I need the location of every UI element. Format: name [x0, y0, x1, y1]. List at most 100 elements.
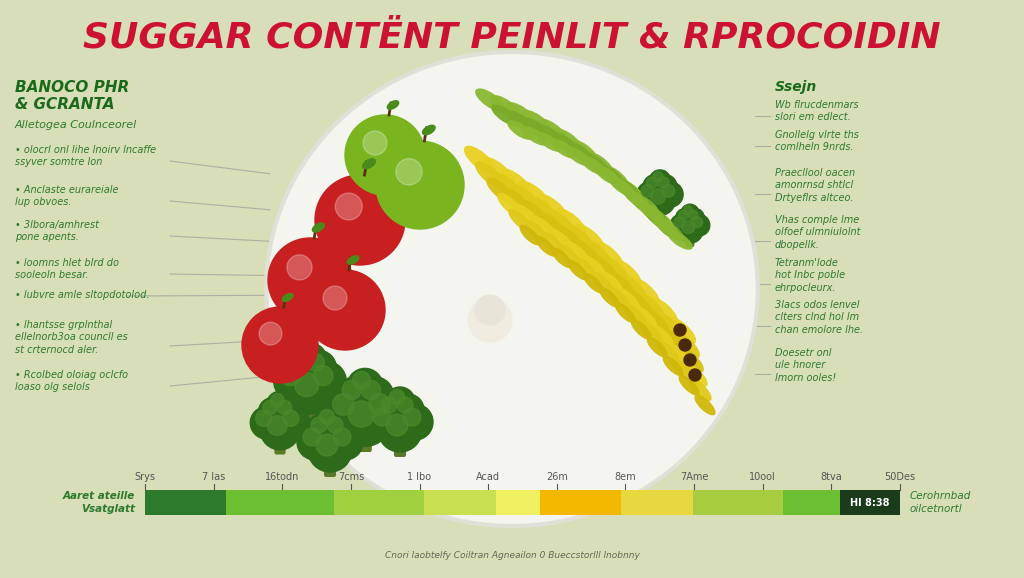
Text: 1 lbo: 1 lbo: [408, 472, 431, 482]
Circle shape: [677, 217, 703, 243]
Circle shape: [295, 372, 318, 397]
Circle shape: [692, 217, 702, 228]
Circle shape: [650, 189, 666, 204]
Circle shape: [298, 346, 315, 362]
Ellipse shape: [514, 204, 540, 228]
Circle shape: [303, 428, 321, 446]
FancyBboxPatch shape: [686, 225, 694, 247]
FancyBboxPatch shape: [274, 424, 286, 454]
Ellipse shape: [536, 236, 556, 257]
Ellipse shape: [572, 240, 600, 265]
Ellipse shape: [668, 230, 693, 250]
Ellipse shape: [632, 305, 657, 329]
Circle shape: [327, 424, 362, 460]
Ellipse shape: [541, 232, 564, 254]
Ellipse shape: [670, 331, 700, 358]
Ellipse shape: [555, 225, 583, 251]
Ellipse shape: [520, 200, 549, 225]
Circle shape: [305, 270, 385, 350]
Text: Doesetr onl
ule hnorer
lmorn ooles!: Doesetr onl ule hnorer lmorn ooles!: [775, 348, 837, 383]
Ellipse shape: [646, 296, 678, 325]
Circle shape: [260, 410, 300, 450]
Circle shape: [654, 175, 677, 197]
Circle shape: [307, 354, 325, 371]
Circle shape: [315, 175, 406, 265]
Ellipse shape: [551, 247, 572, 268]
Circle shape: [333, 428, 351, 446]
Circle shape: [381, 397, 397, 413]
Circle shape: [643, 175, 666, 197]
Ellipse shape: [528, 197, 558, 224]
Circle shape: [397, 397, 413, 413]
Text: SUGGAR CONTËNT PEINLIT & RPROCOIDIN: SUGGAR CONTËNT PEINLIT & RPROCOIDIN: [83, 21, 941, 55]
Ellipse shape: [666, 343, 691, 367]
Circle shape: [647, 177, 657, 188]
Ellipse shape: [615, 287, 640, 312]
Circle shape: [657, 177, 669, 188]
Circle shape: [250, 406, 283, 439]
Circle shape: [307, 361, 346, 401]
Circle shape: [278, 406, 309, 439]
Ellipse shape: [537, 132, 562, 151]
Ellipse shape: [498, 193, 522, 217]
Ellipse shape: [606, 287, 630, 309]
Text: Wb flrucdenmars
slori em edlect.: Wb flrucdenmars slori em edlect.: [775, 100, 859, 123]
Ellipse shape: [493, 173, 522, 200]
Circle shape: [468, 298, 512, 342]
Circle shape: [386, 414, 408, 436]
Circle shape: [637, 182, 663, 207]
Text: 7cms: 7cms: [338, 472, 365, 482]
Circle shape: [342, 380, 361, 399]
Text: 8tva: 8tva: [820, 472, 842, 482]
Circle shape: [335, 193, 362, 220]
FancyBboxPatch shape: [394, 423, 406, 457]
Circle shape: [327, 417, 343, 433]
Circle shape: [396, 158, 422, 185]
Text: 8em: 8em: [614, 472, 636, 482]
Circle shape: [689, 369, 701, 381]
Circle shape: [369, 394, 390, 415]
Circle shape: [685, 209, 705, 228]
Bar: [693, 490, 783, 515]
Circle shape: [336, 377, 375, 415]
Ellipse shape: [676, 347, 703, 373]
Circle shape: [367, 404, 403, 440]
Ellipse shape: [582, 152, 609, 173]
Circle shape: [348, 401, 375, 427]
Text: Aaret ateille
Vsatglatt: Aaret ateille Vsatglatt: [62, 491, 135, 514]
Circle shape: [256, 410, 272, 427]
Ellipse shape: [639, 321, 663, 343]
Ellipse shape: [595, 165, 621, 185]
Circle shape: [376, 394, 408, 426]
Ellipse shape: [521, 110, 551, 133]
Bar: [846, 490, 900, 515]
Ellipse shape: [361, 158, 376, 169]
Ellipse shape: [583, 273, 604, 294]
Ellipse shape: [590, 271, 613, 294]
Ellipse shape: [546, 210, 575, 237]
Text: Vhas comple lme
olfoef ulmniulolnt
dbopellk.: Vhas comple lme olfoef ulmniulolnt dbope…: [775, 215, 860, 250]
Ellipse shape: [475, 161, 505, 188]
Bar: [334, 490, 424, 515]
Circle shape: [674, 324, 686, 336]
Circle shape: [267, 416, 287, 435]
Circle shape: [263, 401, 278, 414]
Circle shape: [475, 295, 505, 325]
Ellipse shape: [611, 177, 639, 198]
Circle shape: [670, 214, 692, 236]
Circle shape: [649, 170, 671, 191]
Circle shape: [301, 350, 337, 386]
Circle shape: [682, 220, 695, 234]
Ellipse shape: [551, 139, 577, 158]
Ellipse shape: [311, 223, 325, 233]
Circle shape: [676, 209, 695, 228]
Ellipse shape: [537, 124, 564, 146]
Ellipse shape: [506, 102, 536, 125]
Circle shape: [679, 210, 688, 220]
Circle shape: [355, 377, 394, 415]
Ellipse shape: [638, 202, 664, 222]
Circle shape: [347, 368, 383, 405]
Ellipse shape: [645, 209, 675, 232]
Circle shape: [663, 184, 675, 197]
Ellipse shape: [648, 324, 674, 348]
